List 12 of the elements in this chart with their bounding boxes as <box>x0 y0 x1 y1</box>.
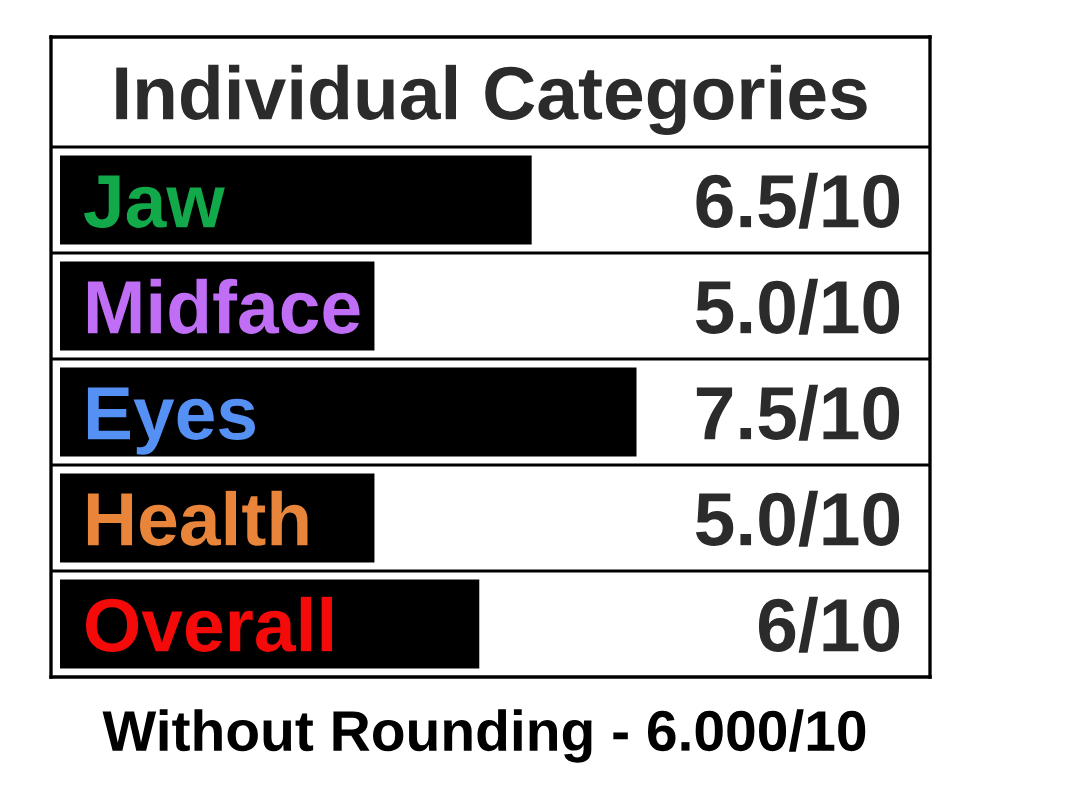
text: Without Rounding - 6.000/10 <box>102 709 866 763</box>
y-tick-label: Jaw <box>84 175 225 228</box>
data-label: 7.5/10 <box>696 384 900 441</box>
data-label: 5.0/10 <box>695 278 900 335</box>
y-tick-label: Health <box>87 490 308 546</box>
data-label: 6.5/10 <box>696 172 900 229</box>
y-tick-label: Midface <box>87 278 360 334</box>
data-label: 6/10 <box>758 596 900 653</box>
y-tick-label: Eyes <box>87 387 255 455</box>
y-tick-label: Overall <box>86 596 332 652</box>
chart-title: Individual Categories <box>116 64 867 136</box>
data-label: 5.0/10 <box>695 490 900 547</box>
